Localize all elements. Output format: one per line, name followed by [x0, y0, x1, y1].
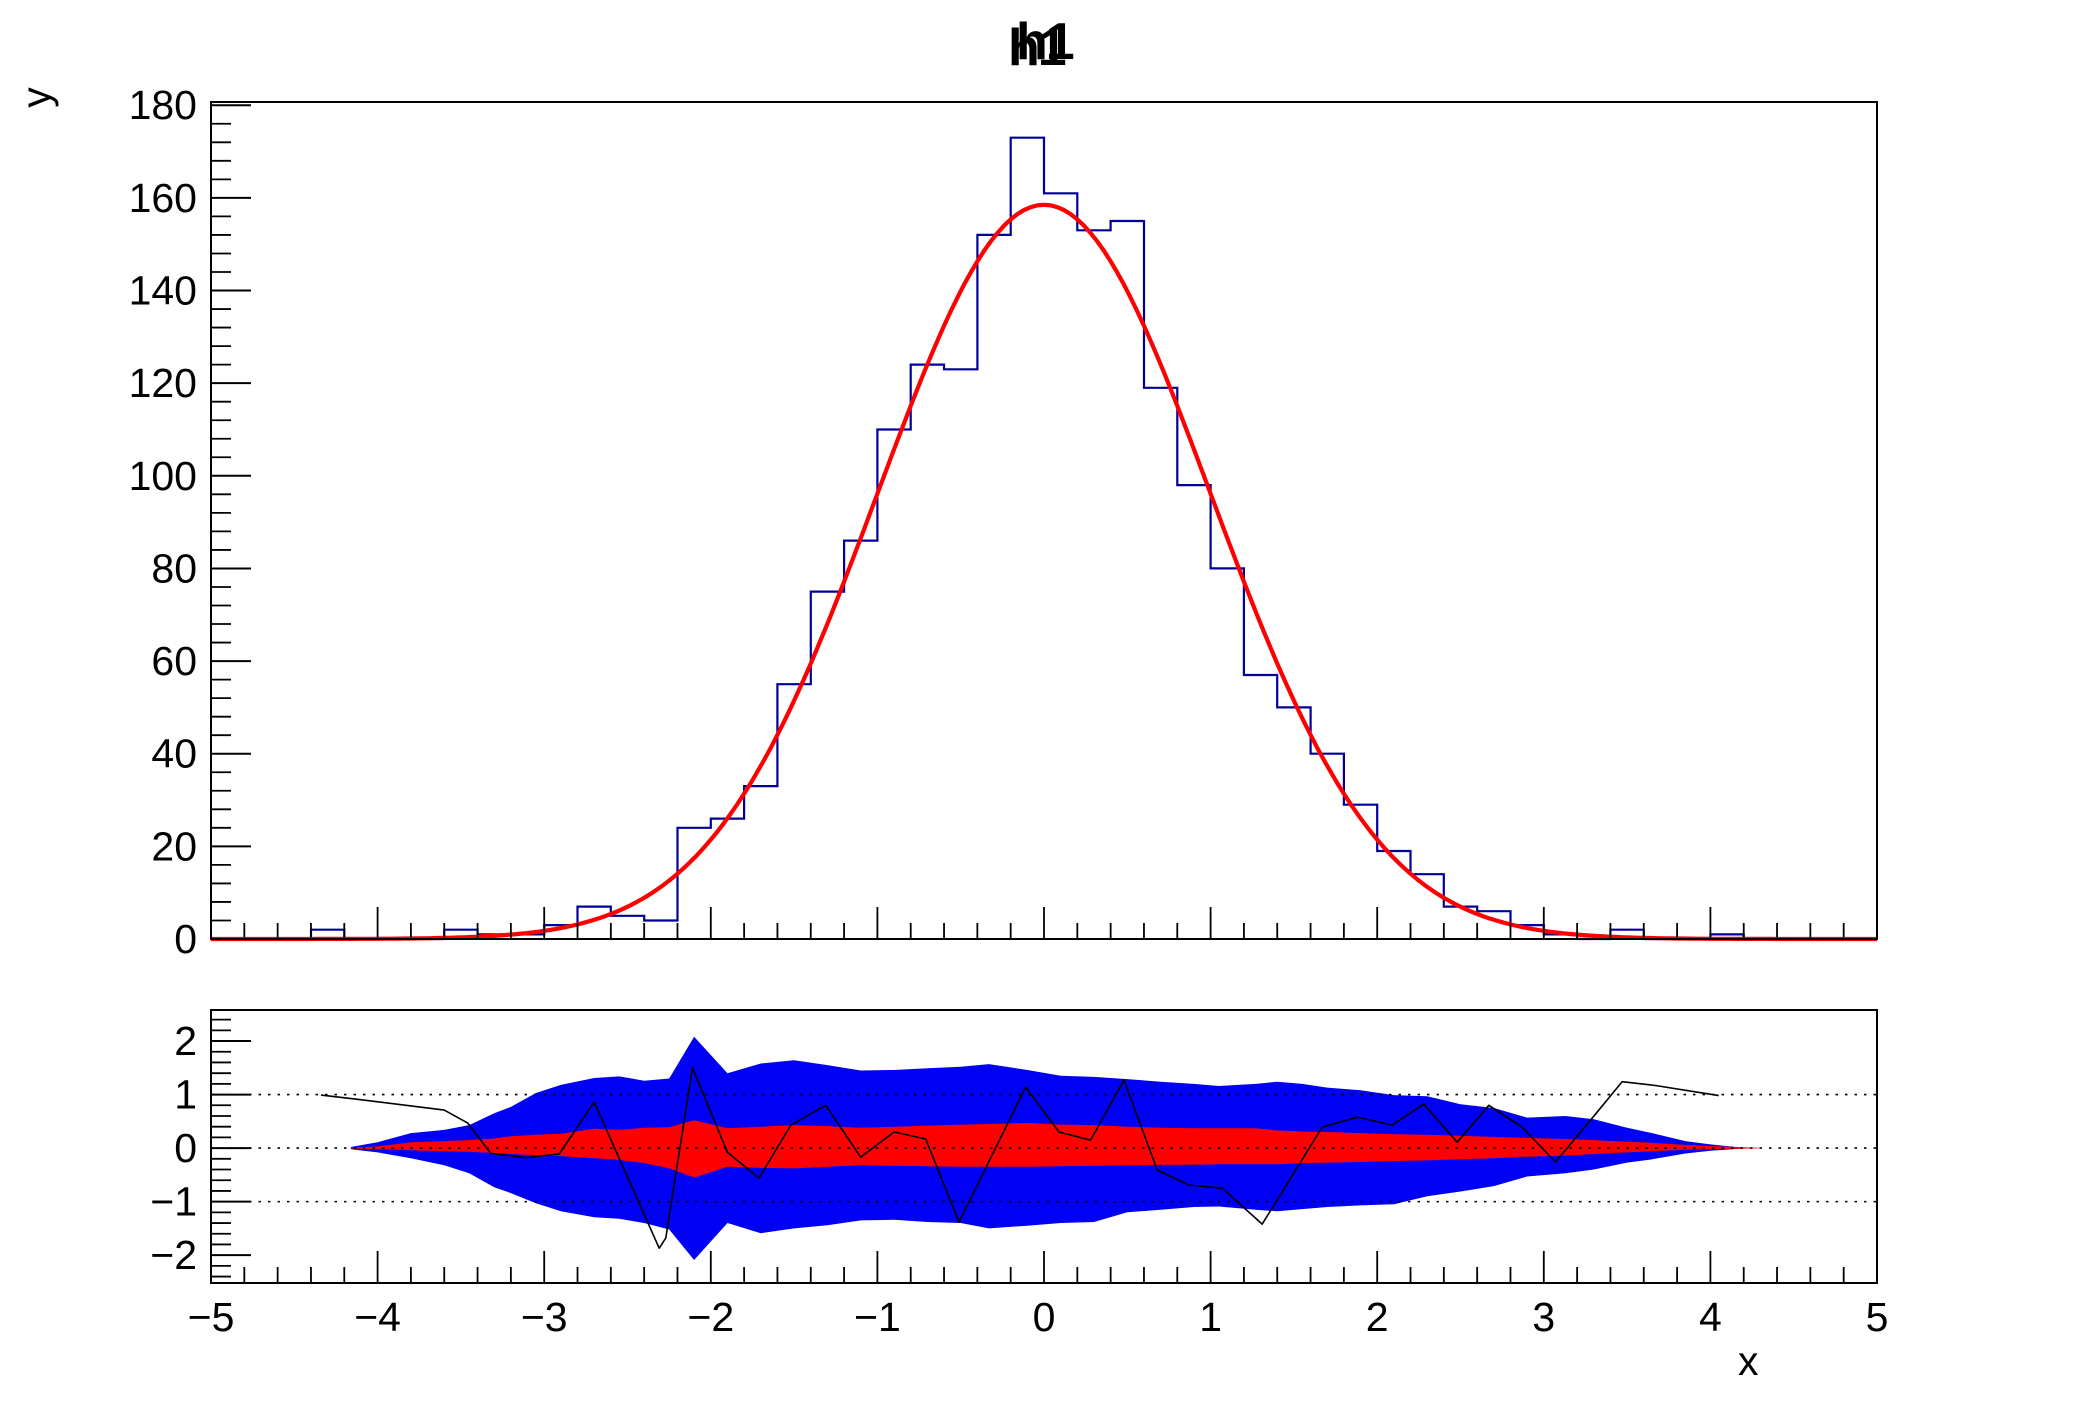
x-axis-tick-label: −3 [521, 1294, 568, 1340]
confidence-band-1sigma [350, 1120, 1759, 1178]
y-axis-tick-label: 60 [151, 638, 197, 684]
x-axis-tick-label: 5 [1866, 1294, 1889, 1340]
y-axis-tick-label: 140 [129, 268, 197, 314]
top-frame [210, 101, 1878, 940]
x-axis-tick-label: 4 [1699, 1294, 1722, 1340]
ratio-y-tick-label: 0 [174, 1125, 197, 1171]
x-axis-title: x [1738, 1338, 1759, 1384]
y-axis-tick-label: 0 [174, 916, 197, 962]
histogram-line [211, 136, 1877, 941]
ratio-y-tick-label: 2 [174, 1018, 197, 1064]
y-axis-tick-label: 120 [129, 360, 197, 406]
x-axis-tick-label: 1 [1199, 1294, 1222, 1340]
y-axis-tick-label: 40 [151, 731, 197, 777]
x-axis-tick-label: −1 [854, 1294, 901, 1340]
x-axis-tick-label: −5 [188, 1294, 235, 1340]
x-axis-tick-label: −2 [687, 1294, 734, 1340]
ratio-y-tick-label: 1 [174, 1072, 197, 1118]
fit-curve [211, 202, 1877, 942]
y-axis-tick-label: 160 [129, 175, 197, 221]
y-axis-tick-label: 180 [129, 82, 197, 128]
x-axis-tick-label: 2 [1366, 1294, 1389, 1340]
x-axis-tick-label: 3 [1532, 1294, 1555, 1340]
y-axis-tick-label: 100 [129, 453, 197, 499]
y-axis-title: y [12, 87, 59, 108]
plot-title-copy2: h1 [1016, 13, 1075, 71]
ratio-y-tick-label: −2 [150, 1232, 197, 1278]
residual-line [320, 1067, 1719, 1249]
plot-title-copy1: h1 [1008, 19, 1067, 77]
y-axis-tick-label: 80 [151, 545, 197, 591]
ratio-y-tick-label: −1 [150, 1179, 197, 1225]
plot-title: h1 h1 [1008, 12, 1128, 82]
y-axis-tick-label: 20 [151, 823, 197, 869]
x-axis-tick-label: 0 [1033, 1294, 1056, 1340]
x-axis-tick-label: −4 [354, 1294, 401, 1340]
